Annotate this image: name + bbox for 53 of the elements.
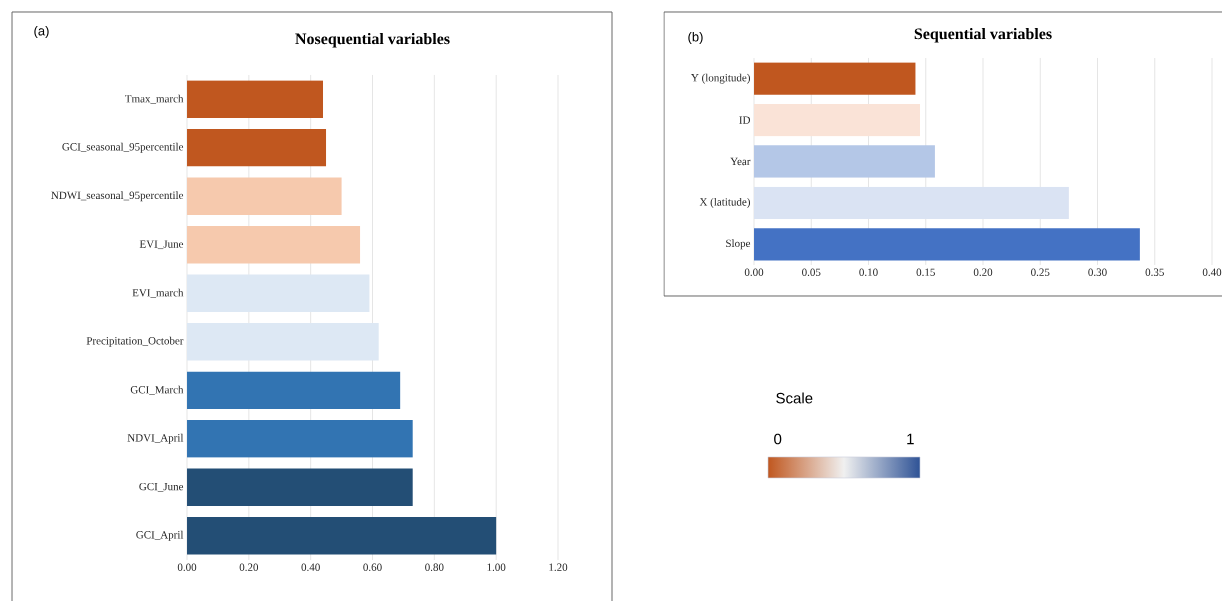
y-tick-label: Year	[730, 157, 751, 166]
bar	[187, 226, 361, 264]
x-tick-label: 1.20	[549, 563, 568, 571]
bar	[754, 103, 921, 137]
text: Scale	[776, 392, 813, 404]
y-tick-label: Y (longitude)	[691, 73, 750, 84]
bar	[187, 177, 342, 215]
text: 0	[774, 433, 782, 445]
y-tick-label: EVI_march	[132, 288, 184, 298]
x-tick-label: 0.40	[301, 563, 320, 571]
y-tick-label: ID	[739, 116, 751, 124]
y-tick-label: X (latitude)	[699, 197, 750, 208]
bar	[187, 274, 370, 312]
y-tick-label: Slope	[726, 239, 751, 250]
chart-title: Sequential variables	[914, 27, 1052, 43]
bar	[187, 80, 324, 118]
x-tick-label: 0.20	[239, 563, 259, 571]
y-tick-label: GCI_March	[130, 385, 184, 395]
chart-title: Nosequential variables	[295, 32, 450, 48]
y-tick-label: GCI_June	[139, 482, 184, 492]
x-tick-label: 0.05	[802, 268, 821, 276]
y-tick-label: GCI_seasonal_95percentile	[62, 142, 184, 153]
x-tick-label: 0.35	[1145, 268, 1164, 276]
x-tick-label: 0.25	[1031, 268, 1050, 276]
x-tick-label: 0.20	[973, 268, 993, 276]
bar	[754, 62, 916, 95]
x-tick-label: 0.30	[1088, 268, 1107, 276]
bar	[187, 323, 379, 361]
x-tick-label: 0.15	[916, 268, 935, 276]
x-tick-label: 0.80	[425, 563, 444, 571]
x-tick-label: 1.00	[487, 563, 506, 571]
bar	[754, 186, 1069, 220]
y-tick-label: NDWI_seasonal_95percentile	[51, 191, 184, 202]
bar	[754, 145, 935, 178]
bar	[754, 228, 1140, 261]
x-tick-label: 0.00	[177, 563, 197, 571]
text: (a)	[34, 25, 49, 39]
bar	[187, 129, 327, 167]
x-tick-label: 0.10	[859, 268, 878, 276]
y-tick-label: GCI_April	[136, 530, 184, 541]
y-tick-label: Precipitation_October	[86, 336, 184, 347]
text: 1	[907, 433, 914, 445]
x-tick-label: 0.40	[1202, 268, 1222, 276]
x-tick-label: 0.00	[744, 268, 764, 276]
bar	[187, 517, 497, 555]
x-tick-label: 0.60	[363, 563, 382, 571]
y-tick-label: EVI_June	[139, 240, 184, 250]
y-tick-label: NDVI_April	[127, 433, 184, 444]
bar	[187, 468, 413, 506]
y-tick-label: Tmax_march	[125, 94, 184, 104]
bar	[187, 420, 413, 458]
text: (b)	[688, 31, 703, 45]
bar	[187, 371, 401, 409]
